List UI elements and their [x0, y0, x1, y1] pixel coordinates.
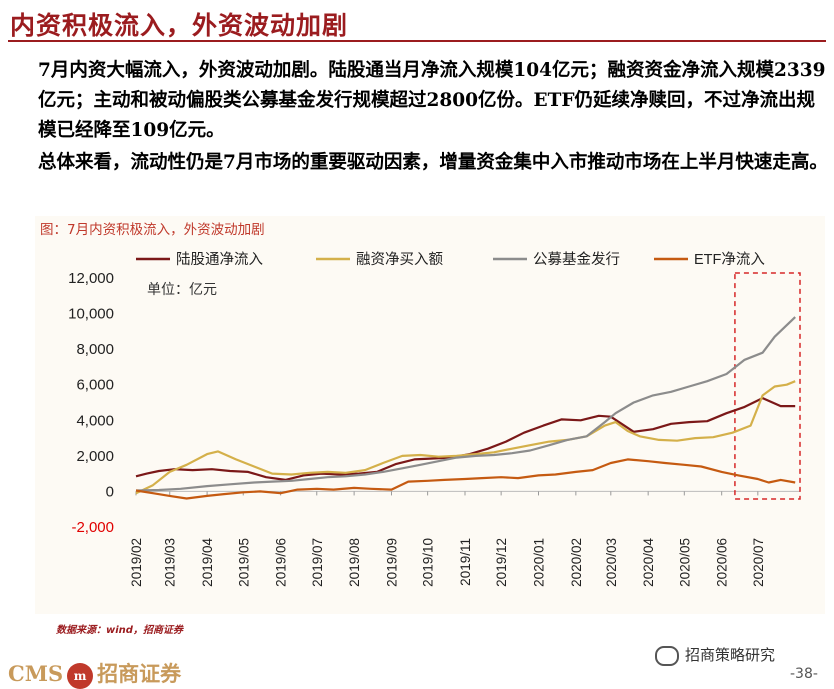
x-tick-label: 2020/04	[641, 538, 656, 587]
y-tick-label: -2,000	[71, 519, 114, 536]
wechat-icon	[655, 645, 679, 666]
x-tick-label: 2019/12	[494, 538, 509, 587]
title-divider	[8, 40, 826, 42]
y-tick-label: 8,000	[76, 341, 114, 358]
x-tick-label: 2019/11	[458, 538, 473, 586]
x-tick-label: 2019/06	[274, 538, 289, 587]
brand-name: CMS	[8, 661, 64, 686]
x-tick-label: 2019/07	[310, 538, 325, 587]
x-tick-label: 2020/01	[531, 538, 546, 587]
brand-logo: CMS m 招商证券	[8, 658, 181, 689]
x-tick-label: 2019/03	[163, 538, 178, 587]
legend-label: 陆股通净流入	[176, 251, 263, 268]
page-number: -38-	[790, 666, 818, 682]
wechat-account-name: 招商策略研究	[685, 646, 776, 664]
x-tick-label: 2019/08	[347, 538, 362, 587]
page-title: 内资积极流入，外资波动加剧	[10, 11, 349, 40]
series-line-公募基金发行	[135, 316, 796, 492]
x-tick-label: 2019/04	[200, 538, 215, 587]
chart-caption: 图：7月内资积极流入，外资波动加剧	[40, 222, 265, 238]
wechat-account[interactable]: 招商策略研究	[655, 644, 775, 666]
y-tick-label: 6,000	[76, 377, 114, 394]
summary-paragraph-2: 总体来看，流动性仍是7月市场的重要驱动因素，增量资金集中入市推动市场在上半月快速…	[38, 152, 828, 173]
x-tick-label: 2020/07	[751, 538, 766, 587]
chart-panel	[35, 216, 825, 614]
x-tick-label: 2020/06	[715, 538, 730, 587]
legend-label: ETF净流入	[694, 251, 765, 268]
legend-label: 公募基金发行	[533, 251, 620, 268]
x-tick-label: 2019/10	[421, 538, 436, 587]
legend-label: 融资净买入额	[356, 251, 443, 268]
y-tick-label: 4,000	[76, 412, 114, 429]
y-tick-label: 0	[106, 483, 114, 500]
series-line-融资净买入额	[135, 380, 796, 495]
x-tick-label: 2019/02	[129, 538, 144, 587]
x-tick-label: 2019/05	[236, 538, 251, 587]
y-tick-label: 12,000	[68, 270, 114, 287]
x-tick-label: 2020/02	[569, 538, 584, 587]
data-source-note: 数据来源：wind，招商证券	[56, 625, 183, 636]
x-tick-label: 2019/09	[384, 538, 399, 587]
y-tick-label: 2,000	[76, 448, 114, 465]
highlight-box	[734, 272, 801, 500]
series-line-ETF净流入	[135, 458, 796, 500]
brand-emblem-icon: m	[67, 662, 94, 689]
unit-label: 单位：亿元	[147, 281, 217, 297]
y-tick-label: 10,000	[68, 306, 114, 323]
summary-paragraph-1: 7月内资大幅流入，外资波动加剧。陆股通当月净流入规模104亿元；融资资金净流入规…	[38, 60, 826, 141]
brand-name-cn: 招商证券	[97, 661, 182, 686]
x-tick-label: 2020/05	[677, 538, 692, 587]
x-tick-label: 2020/03	[604, 538, 619, 587]
